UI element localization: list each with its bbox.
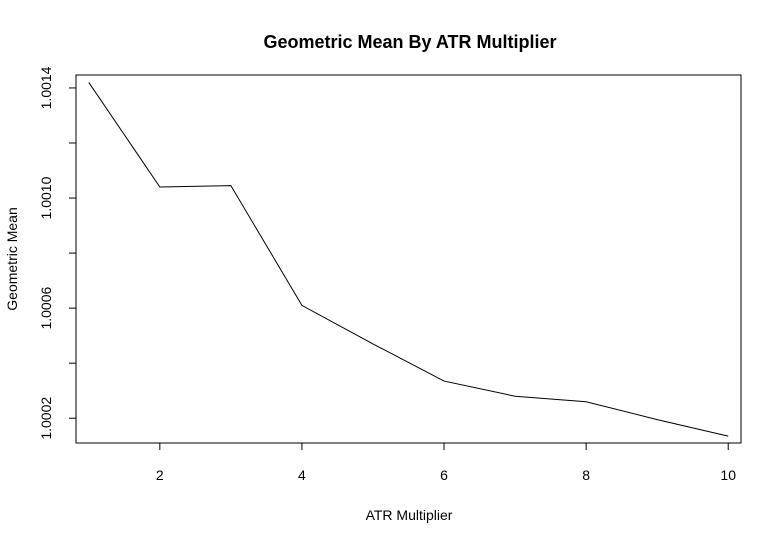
x-tick-label: 2 [156,467,164,483]
x-tick-label: 10 [720,467,736,483]
y-tick-label: 1.0006 [38,287,54,330]
plot-frame [75,74,742,444]
chart-title: Geometric Mean By ATR Multiplier [263,32,556,52]
series-line [88,82,729,437]
y-axis: 1.0002 1.0006 1.0010 1.0014 [38,66,77,440]
x-axis-label: ATR Multiplier [366,507,453,523]
x-tick-label: 6 [440,467,448,483]
x-tick-label: 8 [582,467,590,483]
y-axis-label: Geometric Mean [4,207,20,310]
x-tick-label: 4 [298,467,306,483]
y-tick-label: 1.0010 [38,176,54,219]
y-tick-label: 1.0002 [38,397,54,440]
y-tick-label: 1.0014 [38,66,54,109]
x-axis: 2 4 6 8 10 [156,442,736,483]
